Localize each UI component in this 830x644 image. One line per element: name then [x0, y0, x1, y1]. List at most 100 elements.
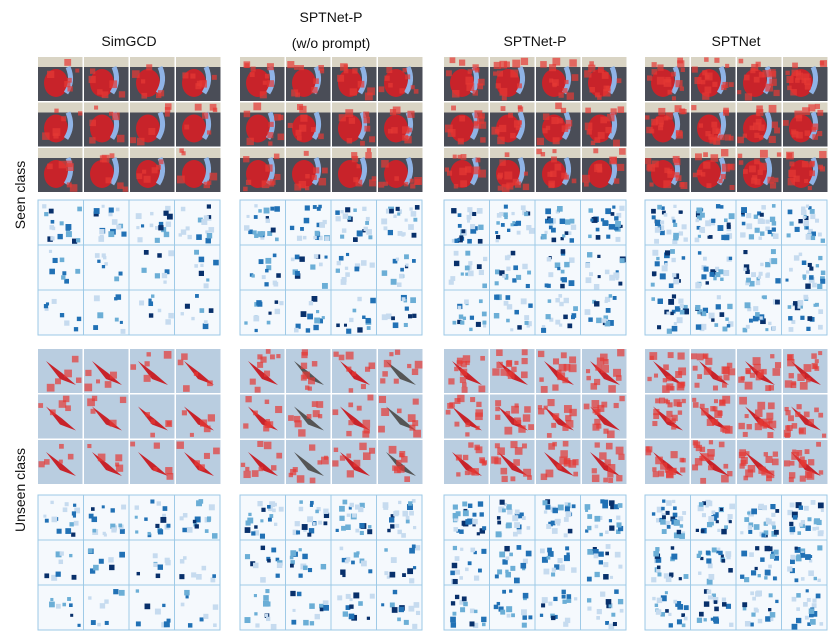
heatmap-dot — [356, 551, 359, 554]
attention-patch — [598, 132, 605, 139]
attention-patch — [712, 419, 718, 425]
heatmap-dot — [463, 602, 468, 607]
heatmap-dot — [506, 267, 510, 271]
heatmap-dot — [62, 603, 66, 607]
heatmap-dot — [513, 265, 518, 270]
attention-patch — [765, 385, 771, 391]
heatmap-dot — [479, 299, 483, 303]
heatmap-dot — [303, 236, 307, 240]
heatmap-dot — [137, 572, 140, 575]
attention-patch — [774, 127, 780, 133]
heatmap-dot — [673, 205, 676, 208]
attention-patch — [364, 126, 370, 132]
heatmap-dot — [167, 214, 173, 220]
attention-patch — [614, 403, 619, 408]
attention-patch — [695, 383, 700, 388]
attention-patch — [496, 362, 502, 368]
heatmap-dot — [337, 595, 342, 600]
heatmap-dot — [257, 501, 262, 506]
attention-patch — [448, 378, 454, 384]
attention-patch — [671, 451, 678, 458]
attention-patch — [603, 429, 608, 434]
heatmap-dot — [791, 320, 795, 324]
heatmap-dot — [741, 207, 747, 213]
attention-patch — [259, 467, 263, 471]
attention-patch — [723, 108, 729, 114]
attention-patch — [743, 169, 748, 174]
heatmap-dot — [718, 269, 723, 274]
attention-patch — [538, 408, 544, 414]
attention-patch — [680, 87, 684, 91]
heatmap-dot — [605, 270, 610, 275]
heatmap-dot — [481, 549, 486, 554]
attention-patch — [759, 163, 767, 171]
heatmap-dot — [507, 304, 512, 309]
attention-patch — [458, 138, 464, 144]
heatmap-dot — [367, 326, 371, 330]
heatmap-dot — [261, 231, 265, 235]
attention-patch — [159, 159, 164, 164]
heatmap-dot — [307, 516, 313, 522]
attention-patch — [561, 352, 567, 358]
heatmap-dot — [562, 600, 566, 604]
heatmap-dot — [569, 280, 575, 286]
heatmap-dot — [200, 264, 203, 267]
heatmap-dot — [706, 551, 710, 555]
heatmap-dot — [462, 596, 467, 601]
heatmap-dot — [805, 554, 811, 560]
attention-patch — [65, 405, 71, 411]
heatmap-dot — [817, 545, 822, 550]
heatmap-dot — [672, 500, 675, 503]
attention-patch — [768, 402, 775, 409]
heatmap-dot — [500, 610, 505, 615]
attention-patch — [595, 442, 600, 447]
heatmap-dot — [509, 553, 513, 557]
attention-patch — [539, 377, 543, 381]
attention-patch — [369, 136, 375, 142]
heatmap-dot — [196, 234, 202, 240]
heatmap-dot — [596, 318, 602, 324]
heatmap-dot — [275, 238, 279, 242]
heatmap-dot — [725, 317, 728, 320]
heatmap-dot — [271, 624, 277, 630]
heatmap-dot — [412, 544, 416, 548]
heatmap-dot — [605, 530, 608, 533]
heatmap-dot — [99, 559, 104, 564]
attention-patch — [773, 90, 779, 96]
heatmap-dot — [389, 517, 394, 522]
heatmap-dot — [811, 236, 815, 240]
attention-patch — [210, 104, 217, 111]
heatmap-dot — [523, 593, 529, 599]
attention-patch — [817, 110, 823, 116]
heatmap-dot — [296, 530, 300, 534]
attention-patch — [757, 372, 763, 378]
heatmap-dot — [620, 609, 624, 613]
heatmap-dot — [391, 279, 397, 285]
heatmap-dot — [336, 529, 339, 532]
attention-patch — [713, 386, 718, 391]
image-tile — [378, 148, 423, 192]
heatmap-dot — [568, 231, 572, 235]
attention-patch — [250, 72, 255, 77]
attention-patch — [646, 165, 652, 171]
heatmap-dot — [704, 618, 707, 621]
heatmap-dot — [262, 275, 266, 279]
heatmap-dot — [345, 524, 351, 530]
attention-patch — [543, 113, 550, 120]
heatmap-dot — [666, 511, 670, 515]
heatmap-dot — [483, 257, 487, 261]
heatmap-dot — [60, 258, 65, 263]
attention-patch — [540, 61, 547, 68]
heatmap-dot — [94, 208, 100, 214]
heatmap-dot — [465, 568, 469, 572]
heatmap-dot — [652, 597, 655, 600]
heatmap-dot — [453, 579, 458, 584]
attention-patch — [737, 137, 744, 144]
heatmap-dot — [548, 602, 552, 606]
attention-patch — [722, 396, 730, 404]
heatmap-dot — [671, 217, 674, 220]
heatmap-dot — [57, 529, 62, 534]
attention-patch — [389, 352, 393, 356]
heatmap-dot — [800, 316, 804, 320]
heatmap-dot — [145, 604, 151, 610]
